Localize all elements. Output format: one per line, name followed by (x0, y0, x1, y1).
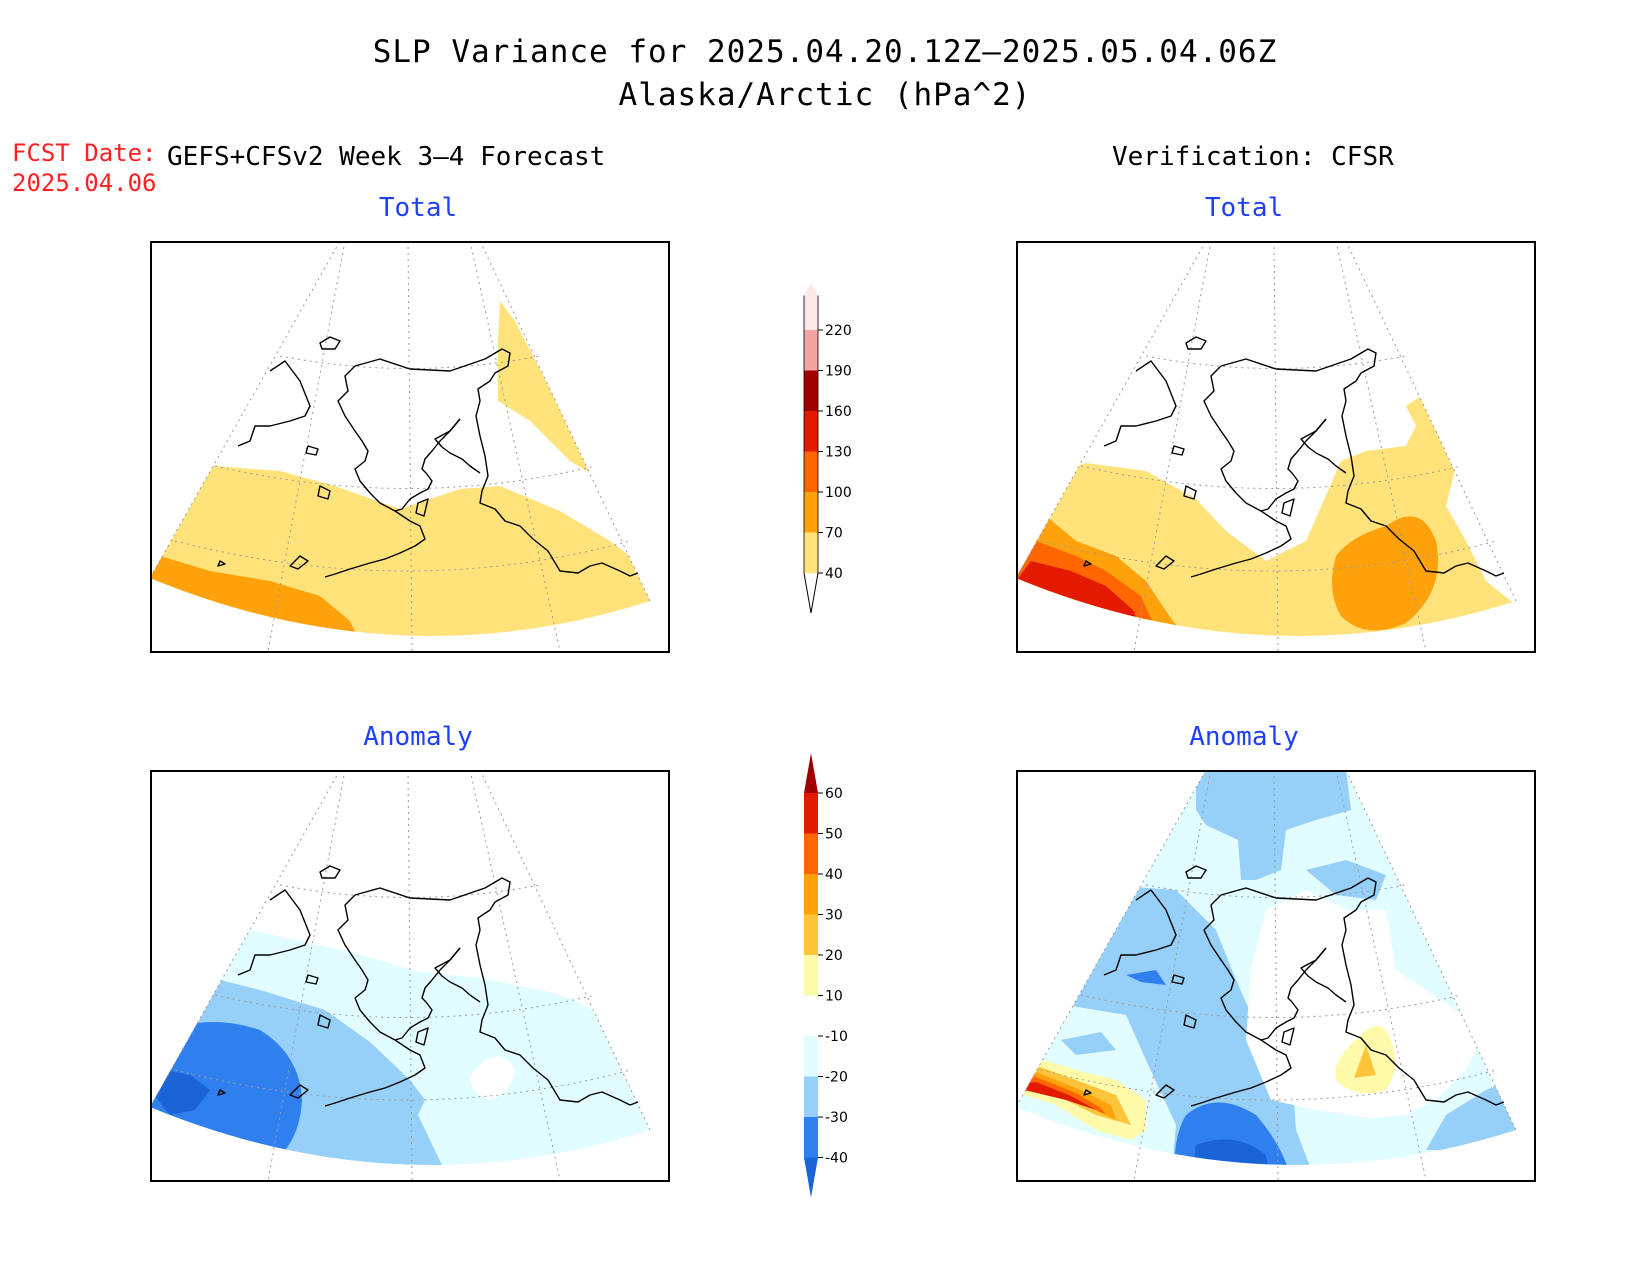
colorbar-swatch (804, 283, 818, 330)
colorbar-tick-label: -40 (825, 1151, 848, 1167)
forecast-date-label: FCST Date: (12, 139, 157, 167)
colorbar-tick-label: 40 (825, 566, 843, 582)
colorbar-tick-label: 130 (825, 445, 852, 461)
anomaly-contour-minus40 (150, 1070, 210, 1115)
colorbar-tick-label: 50 (825, 827, 843, 843)
map-frame (150, 241, 670, 653)
anomaly-contour-minus20-north (1196, 770, 1351, 880)
colorbar-tick-label: 60 (825, 786, 843, 802)
colorbar-swatch (804, 532, 818, 573)
colorbar-tick-label: 190 (825, 364, 852, 380)
colorbar-tick-label: 220 (825, 323, 852, 339)
colorbar-swatch (804, 370, 818, 411)
colorbar-tick-label: 70 (825, 526, 843, 542)
variance-contour-70-east (1332, 516, 1438, 631)
colorbar-tick-label: -20 (825, 1070, 848, 1086)
anomaly-contour-minus20-northeast (1306, 860, 1386, 900)
colorbar-tail (803, 572, 819, 613)
colorbar-swatch (804, 451, 818, 492)
colorbar-swatch (804, 833, 818, 874)
figure-subtitle: Alaska/Arctic (hPa^2) (618, 77, 1032, 113)
panel-title-top-left: Total (378, 193, 458, 223)
map-frame (1016, 241, 1536, 653)
anomaly-colorbar: 60 50 40 30 20 10 -10 -20 -30 -40 (804, 753, 848, 1198)
colorbar-swatch (804, 1117, 818, 1158)
colorbar-swatch (804, 411, 818, 452)
forecast-date-value: 2025.04.06 (12, 169, 157, 197)
colorbar-tick-label: 40 (825, 867, 843, 883)
colorbar-swatch (804, 914, 818, 955)
colorbar-swatch (804, 995, 818, 1036)
panel-title-bottom-right: Anomaly (1189, 722, 1299, 752)
anomaly-contour-minus20-west (1061, 1032, 1116, 1055)
colorbar-swatch (804, 955, 818, 996)
colorbar-tick-label: -10 (825, 1029, 848, 1045)
map-frame (150, 770, 670, 1182)
colorbar-tick-label: 30 (825, 908, 843, 924)
colorbar-swatch (804, 753, 818, 793)
verification-total-map (1016, 241, 1536, 653)
colorbar-swatch (804, 1157, 818, 1198)
colorbar-swatch (804, 793, 818, 834)
total-colorbar: 40 70 100 130 160 190 220 (803, 283, 852, 613)
variance-contour-40-north (498, 301, 595, 476)
map-frame (1016, 770, 1536, 1182)
figure-title: SLP Variance for 2025.04.20.12Z–2025.05.… (372, 34, 1278, 70)
colorbar-swatch (804, 1076, 818, 1117)
anomaly-contour-minus30-west (1126, 970, 1166, 985)
colorbar-tick-label: 160 (825, 404, 852, 420)
anomaly-contour-neutral (470, 1056, 515, 1100)
colorbar-tick-label: -30 (825, 1110, 848, 1126)
colorbar-swatch (804, 330, 818, 371)
anomaly-contour-neutral (1246, 890, 1486, 1118)
forecast-date: FCST Date: 2025.04.06 (12, 138, 157, 198)
colorbar-tick-label: 100 (825, 485, 852, 501)
verification-anomaly-map (1016, 770, 1536, 1182)
colorbar-swatch (804, 492, 818, 533)
colorbar-swatch (804, 874, 818, 915)
colorbar-tick-label: 10 (825, 989, 843, 1005)
forecast-header: GEFS+CFSv2 Week 3–4 Forecast (167, 142, 606, 172)
anomaly-contour-20 (1354, 1045, 1376, 1078)
colorbar-outline (803, 295, 819, 573)
anomaly-contour-minus40-south (1191, 1139, 1271, 1165)
colorbar-swatch (804, 1036, 818, 1077)
panel-title-bottom-left: Anomaly (363, 722, 473, 752)
forecast-anomaly-map (150, 770, 670, 1182)
anomaly-contour-50-southwest (1016, 1082, 1096, 1110)
forecast-total-map (150, 241, 670, 653)
colorbar-tick-label: 20 (825, 948, 843, 964)
panel-title-top-right: Total (1204, 193, 1284, 223)
verification-header: Verification: CFSR (1112, 142, 1394, 172)
